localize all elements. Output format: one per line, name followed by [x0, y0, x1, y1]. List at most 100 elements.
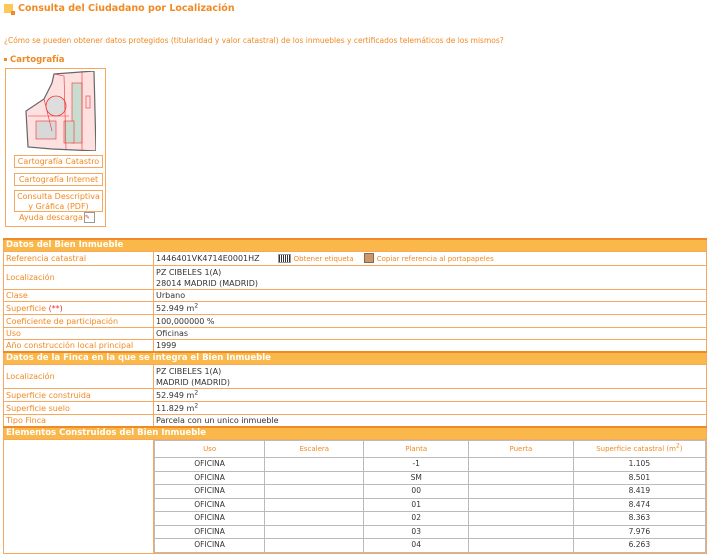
anio-value: 1999	[153, 339, 707, 353]
table-cell	[264, 484, 365, 499]
cartografia-catastro-button[interactable]: Cartografía Catastro	[14, 155, 103, 168]
table-cell: 8.419	[572, 484, 707, 499]
table-cell: 00	[363, 484, 470, 499]
table-cell: 7.976	[572, 524, 707, 539]
table-cell: OFICINA	[153, 457, 266, 472]
loc-label: Localización	[3, 265, 154, 290]
sup-number: 52.949 m	[156, 303, 195, 313]
consulta-pdf-button[interactable]: Consulta Descriptiva y Gráfica (PDF)	[14, 190, 103, 212]
loc-line2: 28014 MADRID (MADRID)	[156, 278, 259, 288]
obtener-etiqueta-link[interactable]: Obtener etiqueta	[293, 254, 354, 263]
table-cell: OFICINA	[153, 484, 266, 499]
pdf-line1: Consulta Descriptiva	[17, 192, 100, 201]
elementos-spacer	[3, 439, 154, 554]
table-cell: 1.105	[572, 457, 707, 472]
table-cell: 04	[363, 538, 470, 553]
sup-value: 52.949 m2	[153, 301, 707, 315]
table-cell	[264, 470, 365, 485]
loc-value: PZ CIBELES 1(A) 28014 MADRID (MADRID)	[153, 265, 707, 290]
protected-data-link[interactable]: ¿Cómo se pueden obtener datos protegidos…	[4, 36, 504, 45]
pdf-icon: ✎	[83, 212, 95, 223]
pdf-line2: y Gráfica (PDF)	[28, 202, 89, 211]
supc-value: 52.949 m2	[153, 388, 707, 402]
table-cell	[468, 484, 574, 499]
table-cell	[264, 497, 365, 512]
table-row: OFICINA 01 8.474	[153, 497, 707, 512]
table-cell: -1	[363, 457, 470, 472]
table-cell: OFICINA	[153, 524, 266, 539]
clase-label: Clase	[3, 289, 154, 302]
tipo-value: Parcela con un unico inmueble	[153, 414, 707, 428]
copiar-referencia-link[interactable]: Copiar referencia al portapapeles	[376, 254, 494, 263]
table-cell: 8.474	[572, 497, 707, 512]
elementos-cell: Uso Escalera Planta Puerta Superficie catast…	[153, 439, 707, 554]
clipboard-icon[interactable]	[363, 253, 374, 263]
sup-label-text: Superficie	[6, 303, 49, 313]
table-cell: 01	[363, 497, 470, 512]
table-cell	[468, 497, 574, 512]
page-title: Consulta del Ciudadano por Localización	[4, 3, 235, 15]
table-cell: 02	[363, 511, 470, 526]
column-header-text: Escalera	[299, 444, 330, 453]
coef-value: 100,000000 %	[153, 314, 707, 328]
table-cell	[468, 538, 574, 553]
finca-loc-label: Localización	[3, 364, 154, 389]
uso-label: Uso	[3, 327, 154, 340]
table-row: OFICINA 03 7.976	[153, 524, 707, 539]
cartografia-box: Cartografía Catastro Cartografía Interne…	[5, 68, 106, 227]
table-row: OFICINA SM 8.501	[153, 470, 707, 485]
table-cell: OFICINA	[153, 538, 266, 553]
ref-cell: 1446401VK4714E0001HZ Obtener etiqueta Copi…	[153, 251, 707, 266]
sups-value: 11.829 m2	[153, 401, 707, 415]
table-cell	[264, 457, 365, 472]
column-header: Superficie catastral (m2)	[572, 440, 707, 458]
tipo-label: Tipo Finca	[3, 414, 154, 428]
table-cell: 6.263	[572, 538, 707, 553]
barcode-icon[interactable]	[277, 253, 291, 263]
table-cell	[264, 511, 365, 526]
table-cell	[468, 511, 574, 526]
table-cell: 8.501	[572, 470, 707, 485]
ref-label: Referencia catastral	[3, 251, 154, 266]
table-cell: OFICINA	[153, 511, 266, 526]
cartografia-heading: Cartografía	[4, 55, 64, 65]
supc-label: Superficie construida	[3, 388, 154, 402]
ayuda-descarga-link[interactable]: Ayuda descarga ✎	[19, 212, 95, 223]
table-row: OFICINA 04 6.263	[153, 538, 707, 553]
table-cell: 8.363	[572, 511, 707, 526]
bullet-icon	[4, 58, 7, 61]
title-text: Consulta del Ciudadano por Localización	[18, 3, 235, 14]
column-header: Escalera	[264, 440, 365, 458]
bien-header: Datos del Bien Inmueble	[3, 238, 707, 252]
table-cell	[264, 538, 365, 553]
finca-loc-line2: MADRID (MADRID)	[156, 377, 231, 387]
column-header-text: Superficie catastral (m	[596, 444, 676, 453]
elementos-table: Uso Escalera Planta Puerta Superficie catast…	[153, 440, 707, 553]
column-header: Planta	[363, 440, 470, 458]
finca-header: Datos de la Finca en la que se integra e…	[3, 351, 707, 365]
table-cell: 03	[363, 524, 470, 539]
ayuda-text: Ayuda descarga	[19, 213, 83, 222]
column-header-text: Planta	[405, 444, 428, 453]
loc-line1: PZ CIBELES 1(A)	[156, 267, 222, 277]
table-cell	[468, 470, 574, 485]
anio-label: Año construcción local principal	[3, 339, 154, 353]
column-header: Puerta	[468, 440, 574, 458]
ref-value: 1446401VK4714E0001HZ	[156, 253, 260, 263]
column-header: Uso	[153, 440, 266, 458]
table-row: OFICINA 00 8.419	[153, 484, 707, 499]
elementos-header: Elementos Construidos del Bien Inmueble	[3, 426, 707, 440]
table-cell	[468, 524, 574, 539]
column-header-text: Uso	[203, 444, 217, 453]
title-icon	[4, 4, 15, 15]
finca-loc-line1: PZ CIBELES 1(A)	[156, 366, 222, 376]
table-cell	[468, 457, 574, 472]
sups-number: 11.829 m	[156, 403, 195, 413]
table-cell: OFICINA	[153, 497, 266, 512]
parcel-map-thumbnail[interactable]	[24, 71, 96, 151]
finca-loc-value: PZ CIBELES 1(A) MADRID (MADRID)	[153, 364, 707, 389]
supc-number: 52.949 m	[156, 390, 195, 400]
cartografia-internet-button[interactable]: Cartografía Internet	[14, 173, 103, 186]
datos-table: Datos del Bien Inmueble Referencia catas…	[3, 238, 707, 554]
uso-value: Oficinas	[153, 327, 707, 340]
